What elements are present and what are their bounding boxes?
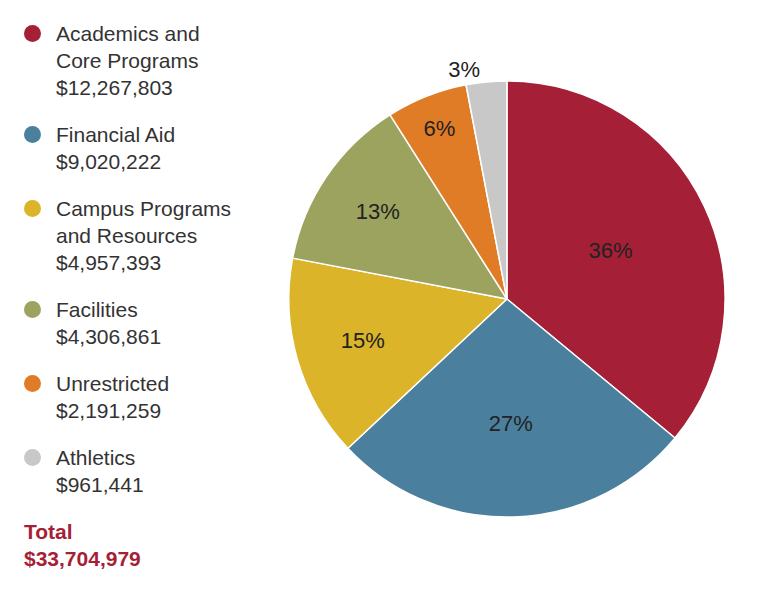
html-text:$2,191,259: $2,191,259 [56,399,162,422]
svg-text:27%: 27% [489,411,533,436]
html-text:$961,441: $961,441 [56,473,144,496]
html-text:Academics and Core Programs: Academics and Core Programs [56,22,200,72]
html-text:Financial Aid: Financial Aid [56,123,176,146]
html-text:$4,957,393: $4,957,393 [56,251,162,274]
html-text:$12,267,803: $12,267,803 [56,76,173,99]
html-text:$4,306,861: $4,306,861 [56,325,162,348]
html-text:Athletics: Athletics [56,446,136,469]
svg-text:6%: 6% [423,116,455,141]
html-text:Unrestricted: Unrestricted [56,372,170,395]
html-text:Facilities: Facilities [56,298,138,321]
svg-text:3%: 3% [448,57,480,82]
svg-text:36%: 36% [589,238,633,263]
svg-text:13%: 13% [356,199,400,224]
html-text:Total: Total [24,520,73,543]
html-text:$9,020,222: $9,020,222 [56,150,162,173]
html-text:Campus Programs and Resources: Campus Programs and Resources [56,197,232,247]
html-text:$33,704,979: $33,704,979 [24,547,141,570]
svg-text:15%: 15% [341,328,385,353]
